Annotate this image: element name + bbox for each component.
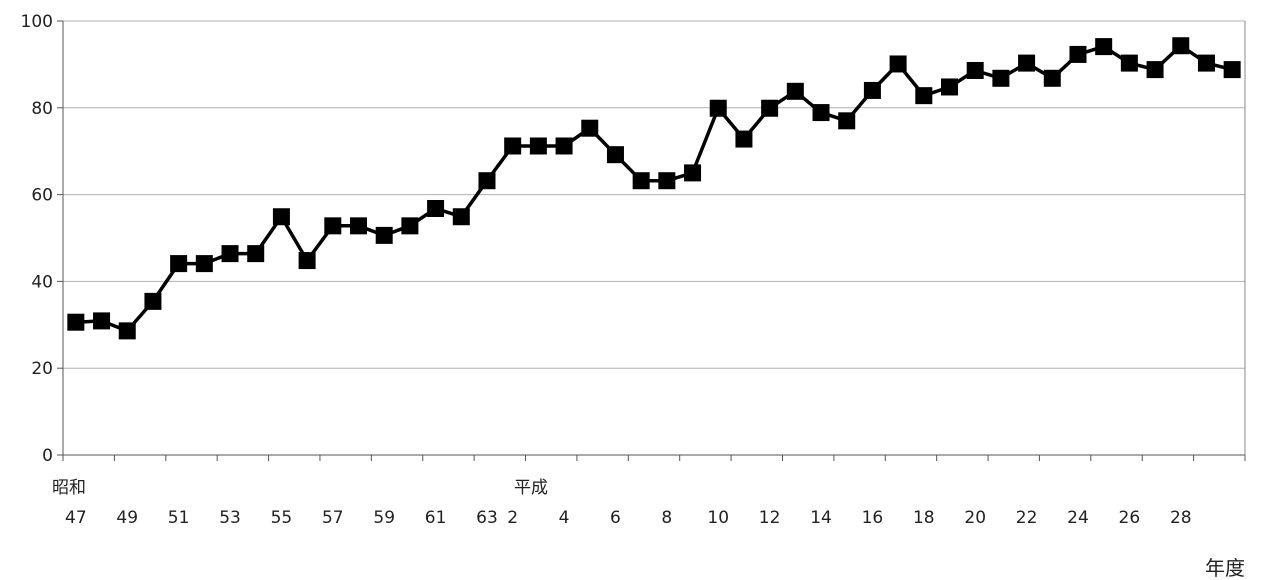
- x-tick-label: 6: [610, 508, 621, 528]
- data-point-marker: [1146, 61, 1164, 79]
- x-tick-label: 51: [168, 508, 190, 528]
- data-point-marker: [93, 312, 111, 330]
- data-point-marker: [658, 172, 676, 190]
- data-point-marker: [118, 322, 136, 340]
- data-point-marker: [735, 130, 753, 148]
- data-point-marker: [375, 226, 393, 244]
- series-line: [75, 43, 1233, 333]
- data-point-marker: [761, 99, 779, 117]
- data-point-marker: [709, 99, 727, 117]
- series-polyline: [75, 43, 1233, 333]
- x-tick-label: 20: [964, 508, 986, 528]
- data-point-marker: [812, 104, 830, 122]
- data-point-marker: [529, 137, 547, 155]
- data-point-marker: [992, 69, 1010, 87]
- x-tick-label: 4: [559, 508, 570, 528]
- data-point-marker: [1223, 61, 1241, 79]
- x-tick-label: 53: [219, 508, 241, 528]
- data-point-marker: [581, 119, 599, 137]
- era-label-showa: 昭和: [52, 478, 86, 498]
- x-tick-label: 55: [271, 508, 293, 528]
- series-markers: [67, 37, 1241, 340]
- era-label-heisei: 平成: [514, 478, 548, 498]
- y-tick-label: 60: [31, 186, 53, 206]
- x-tick-label: 28: [1170, 508, 1192, 528]
- data-point-marker: [632, 172, 650, 190]
- data-point-marker: [889, 55, 907, 73]
- data-point-marker: [247, 245, 265, 263]
- data-point-marker: [1043, 69, 1061, 87]
- x-tick-label: 10: [707, 508, 729, 528]
- data-point-marker: [915, 87, 933, 105]
- gridlines: [63, 20, 1245, 369]
- x-tick-label: 47: [65, 508, 87, 528]
- data-point-marker: [1095, 38, 1113, 56]
- x-axis-unit: 年度: [1205, 556, 1245, 580]
- data-point-marker: [1197, 54, 1215, 72]
- axes: [62, 21, 1246, 456]
- data-point-marker: [401, 217, 419, 235]
- data-point-marker: [838, 112, 856, 130]
- y-tick-label: 80: [31, 99, 53, 119]
- data-point-marker: [941, 78, 958, 96]
- x-tick-label: 14: [810, 508, 832, 528]
- x-tick-label: 2: [507, 508, 518, 528]
- x-tick-label: 16: [862, 508, 884, 528]
- x-tick-label: 26: [1119, 508, 1141, 528]
- data-point-marker: [144, 292, 162, 310]
- y-tick-label: 0: [42, 446, 53, 466]
- y-axis-ticks: 0 20 40 60 80 100: [21, 12, 63, 466]
- x-tick-label: 24: [1067, 508, 1089, 528]
- y-tick-label: 100: [21, 12, 53, 32]
- data-point-marker: [1069, 45, 1087, 63]
- data-point-marker: [67, 313, 85, 331]
- x-tick-label: 63: [476, 508, 498, 528]
- data-point-marker: [298, 252, 316, 270]
- x-tick-label: 8: [661, 508, 672, 528]
- x-axis-ticks: 47 49 51 53 55 57 59 61 63 2 4 6 8 10 12 14 16 18 20 22 24 26…: [62, 455, 1246, 528]
- y-tick-label: 40: [31, 272, 53, 292]
- data-point-marker: [863, 81, 881, 99]
- data-point-marker: [350, 217, 367, 235]
- y-tick-label: 20: [31, 359, 53, 379]
- data-point-marker: [555, 137, 573, 155]
- data-point-marker: [195, 255, 213, 273]
- data-point-marker: [452, 208, 470, 226]
- data-point-marker: [606, 146, 624, 164]
- data-point-marker: [684, 164, 702, 182]
- x-tick-label: 22: [1016, 508, 1038, 528]
- data-point-marker: [1120, 54, 1138, 72]
- data-point-marker: [324, 217, 342, 235]
- data-point-marker: [1018, 54, 1036, 72]
- data-point-marker: [1172, 37, 1190, 55]
- data-point-marker: [170, 255, 188, 273]
- x-tick-label: 12: [759, 508, 781, 528]
- data-point-marker: [966, 61, 984, 79]
- data-point-marker: [221, 245, 239, 263]
- data-point-marker: [504, 137, 522, 155]
- data-point-marker: [427, 199, 445, 217]
- x-tick-label: 57: [322, 508, 344, 528]
- x-tick-label: 61: [425, 508, 447, 528]
- x-tick-label: 59: [373, 508, 395, 528]
- data-point-marker: [786, 82, 804, 100]
- data-point-marker: [478, 172, 496, 190]
- data-point-marker: [272, 208, 290, 226]
- x-tick-label: 49: [116, 508, 138, 528]
- x-tick-label: 18: [913, 508, 935, 528]
